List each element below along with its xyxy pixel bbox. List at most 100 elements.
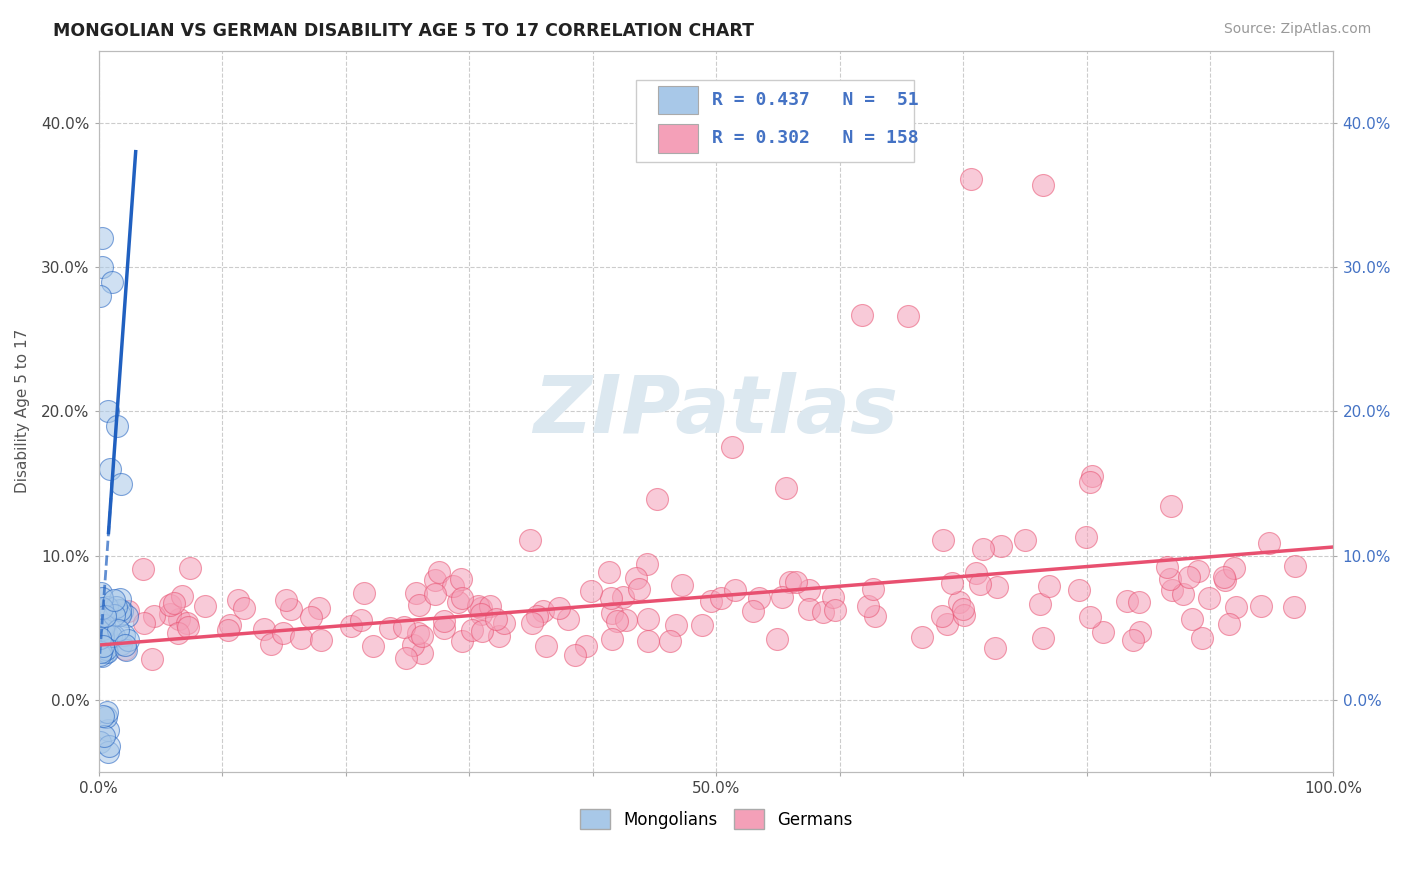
Point: [132, 562, 155, 576]
Point: [91, 628, 114, 642]
Point: [93, 709, 115, 723]
Point: [856, 599, 879, 614]
Point: [402, 638, 425, 652]
Point: [637, 611, 659, 625]
Point: [142, 609, 165, 624]
Text: Source: ZipAtlas.com: Source: ZipAtlas.com: [1223, 22, 1371, 37]
Point: [1078, 610, 1101, 624]
Point: [110, 637, 132, 651]
Point: [94, 710, 117, 724]
Point: [423, 587, 446, 601]
Point: [990, 540, 1012, 554]
Point: [785, 574, 807, 589]
Point: [309, 633, 332, 648]
Point: [972, 542, 994, 557]
Point: [770, 590, 793, 604]
Point: [194, 599, 217, 613]
Point: [862, 582, 884, 596]
Point: [98, 462, 121, 476]
Point: [948, 595, 970, 609]
Point: [163, 596, 186, 610]
Point: [637, 633, 659, 648]
Point: [108, 603, 131, 617]
Point: [98, 602, 121, 616]
Point: [91, 619, 114, 633]
Point: [1191, 631, 1213, 645]
FancyBboxPatch shape: [636, 79, 914, 162]
Point: [1284, 599, 1306, 614]
Point: [117, 604, 139, 618]
Point: [1213, 573, 1236, 587]
Point: [564, 648, 586, 662]
Point: [217, 624, 239, 638]
Point: [308, 601, 330, 615]
Point: [378, 621, 401, 635]
Point: [90, 591, 112, 605]
Point: [233, 600, 256, 615]
Point: [1178, 570, 1201, 584]
Point: [721, 440, 744, 454]
Point: [91, 231, 114, 245]
Point: [983, 641, 1005, 656]
Point: [911, 630, 934, 644]
Point: [91, 649, 114, 664]
Point: [450, 572, 472, 586]
Text: ZIPatlas: ZIPatlas: [533, 372, 898, 450]
Point: [89, 734, 111, 748]
Point: [1038, 579, 1060, 593]
Point: [253, 623, 276, 637]
Point: [986, 580, 1008, 594]
Point: [115, 642, 138, 657]
Point: [1160, 582, 1182, 597]
Point: [271, 626, 294, 640]
Point: [179, 561, 201, 575]
Point: [606, 614, 628, 628]
Point: [94, 642, 117, 657]
Point: [1187, 565, 1209, 579]
Point: [965, 566, 987, 581]
Point: [93, 617, 115, 632]
Point: [103, 608, 125, 623]
Point: [520, 615, 543, 630]
Point: [339, 619, 361, 633]
Point: [710, 591, 733, 605]
Point: [219, 617, 242, 632]
Point: [108, 608, 131, 623]
Point: [612, 591, 634, 605]
Point: [799, 602, 821, 616]
Point: [626, 571, 648, 585]
Point: [1218, 616, 1240, 631]
Text: MONGOLIAN VS GERMAN DISABILITY AGE 5 TO 17 CORRELATION CHART: MONGOLIAN VS GERMAN DISABILITY AGE 5 TO …: [53, 22, 755, 40]
Point: [690, 617, 713, 632]
Point: [1116, 593, 1139, 607]
Point: [100, 629, 122, 643]
Point: [1258, 536, 1281, 550]
Point: [494, 616, 516, 631]
Point: [115, 609, 138, 624]
Point: [89, 289, 111, 303]
Point: [470, 600, 492, 615]
Point: [406, 626, 429, 640]
FancyBboxPatch shape: [658, 86, 697, 114]
Point: [96, 404, 118, 418]
Point: [1128, 595, 1150, 609]
FancyBboxPatch shape: [658, 124, 697, 153]
Point: [176, 620, 198, 634]
Point: [111, 604, 134, 618]
Point: [96, 645, 118, 659]
Point: [765, 632, 787, 646]
Point: [441, 579, 464, 593]
Point: [1225, 600, 1247, 615]
Point: [451, 633, 474, 648]
Point: [228, 593, 250, 607]
Point: [665, 618, 688, 632]
Point: [423, 573, 446, 587]
Point: [433, 621, 456, 635]
Point: [1250, 599, 1272, 614]
Point: [534, 640, 557, 654]
Point: [94, 626, 117, 640]
Point: [98, 739, 121, 753]
Point: [600, 591, 623, 606]
Text: R = 0.302   N = 158: R = 0.302 N = 158: [713, 129, 920, 147]
Point: [897, 309, 920, 323]
